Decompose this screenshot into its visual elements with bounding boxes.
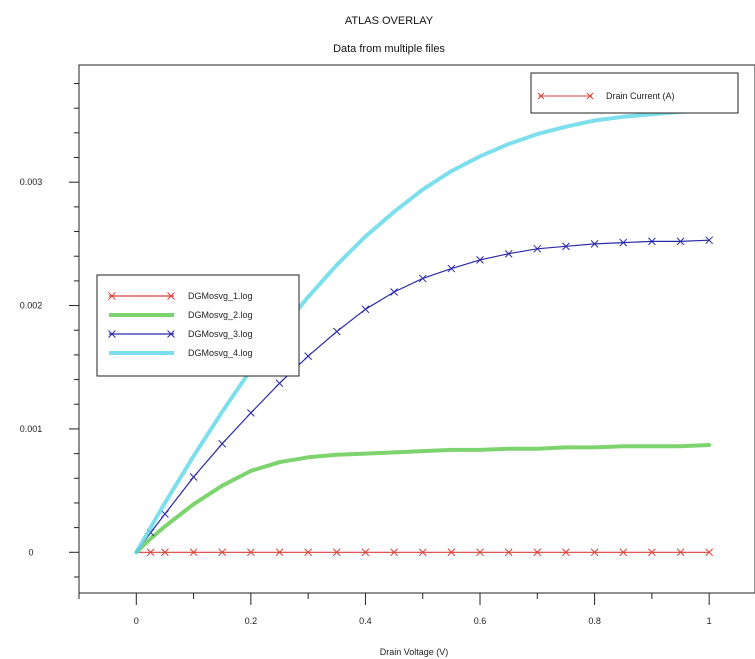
data-point bbox=[189, 473, 198, 481]
data-point bbox=[676, 548, 685, 557]
legend-left: DGMosvg_1.log DGMosvg_2.log DGMosvg_3.log D… bbox=[96, 274, 300, 377]
chart-title: ATLAS OVERLAY bbox=[345, 15, 434, 27]
series-line-4 bbox=[134, 108, 712, 555]
data-point bbox=[304, 352, 313, 360]
data-point bbox=[705, 548, 714, 557]
legend-label: DGMosvg_4.log bbox=[188, 348, 253, 358]
plot-frame bbox=[78, 64, 755, 594]
data-point bbox=[247, 409, 255, 417]
data-point bbox=[476, 256, 484, 264]
data-point bbox=[218, 439, 227, 448]
legend-marker bbox=[167, 292, 175, 300]
x-tick-label: 0.4 bbox=[359, 616, 372, 626]
data-point bbox=[447, 264, 456, 273]
data-point bbox=[504, 249, 513, 258]
chart-subtitle: Data from multiple files bbox=[333, 43, 445, 55]
legend-label: DGMosvg_3.log bbox=[188, 329, 253, 339]
data-point bbox=[161, 510, 169, 518]
legend-marker bbox=[108, 330, 116, 338]
y-tick-label: 0.003 bbox=[20, 177, 43, 187]
data-point bbox=[562, 548, 570, 557]
data-point bbox=[390, 288, 398, 296]
data-point bbox=[619, 238, 628, 247]
legend-top-right: Drain Current (A) bbox=[530, 72, 739, 114]
data-point bbox=[304, 548, 313, 557]
data-point bbox=[476, 548, 484, 557]
series-line-3 bbox=[135, 239, 710, 553]
legend-top-right-label: Drain Current (A) bbox=[606, 91, 675, 101]
data-point bbox=[275, 548, 284, 557]
data-point bbox=[504, 548, 513, 557]
data-point bbox=[275, 379, 284, 388]
legend-top-right-box bbox=[530, 72, 739, 114]
data-point bbox=[590, 548, 599, 557]
x-tick-label: 0.6 bbox=[474, 616, 487, 626]
x-tick-label: 0.2 bbox=[245, 616, 258, 626]
data-point bbox=[648, 548, 656, 557]
x-tick-label: 0.8 bbox=[588, 616, 601, 626]
data-point bbox=[418, 548, 427, 557]
data-point bbox=[533, 244, 542, 253]
data-point bbox=[676, 237, 685, 246]
x-tick-label: 0 bbox=[134, 616, 139, 626]
legend-marker bbox=[167, 330, 175, 338]
data-point bbox=[218, 548, 227, 557]
data-point bbox=[705, 236, 714, 245]
data-point bbox=[146, 548, 155, 557]
data-point bbox=[189, 548, 198, 557]
y-tick-label: 0.001 bbox=[20, 424, 43, 434]
y-tick-label: 0.002 bbox=[20, 301, 43, 311]
data-point bbox=[361, 548, 370, 557]
data-point bbox=[332, 327, 341, 336]
series-line-2 bbox=[134, 443, 712, 555]
data-point bbox=[447, 548, 456, 557]
data-point bbox=[418, 274, 427, 283]
y-axis: 0 0.001 0.002 0.003 bbox=[20, 83, 79, 578]
x-axis: 0 0.2 0.4 0.6 0.8 1 bbox=[78, 593, 712, 626]
data-point bbox=[247, 548, 255, 557]
data-point bbox=[648, 237, 656, 246]
x-tick-label: 1 bbox=[707, 616, 712, 626]
x-axis-label: Drain Voltage (V) bbox=[380, 647, 449, 657]
legend-label: DGMosvg_1.log bbox=[188, 291, 253, 301]
y-tick-label: 0 bbox=[28, 547, 33, 557]
data-point bbox=[361, 305, 370, 314]
legend-marker bbox=[108, 292, 116, 300]
legend-left-box bbox=[96, 274, 300, 377]
data-point bbox=[590, 240, 599, 248]
data-point bbox=[533, 548, 542, 557]
series-layer bbox=[134, 108, 714, 557]
data-point bbox=[332, 548, 341, 557]
legend-label: DGMosvg_2.log bbox=[188, 310, 253, 320]
data-point bbox=[161, 548, 169, 557]
legend-top-right-marker bbox=[537, 92, 594, 100]
data-point bbox=[390, 548, 398, 557]
data-point bbox=[619, 548, 628, 557]
data-point bbox=[562, 242, 570, 251]
